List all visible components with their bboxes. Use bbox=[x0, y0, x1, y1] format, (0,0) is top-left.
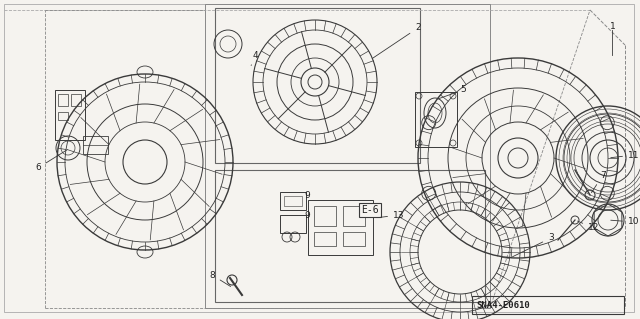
Text: 9: 9 bbox=[304, 190, 310, 199]
Text: 11: 11 bbox=[611, 151, 639, 160]
Text: 1: 1 bbox=[610, 22, 616, 31]
Bar bbox=[55, 90, 85, 140]
Bar bbox=[58, 112, 68, 120]
Text: 12: 12 bbox=[577, 221, 600, 233]
Text: 2: 2 bbox=[372, 24, 420, 58]
Text: 9: 9 bbox=[304, 211, 310, 219]
Text: SNA4-E0610: SNA4-E0610 bbox=[476, 300, 530, 309]
Text: 4: 4 bbox=[251, 50, 259, 65]
Bar bbox=[205, 4, 490, 308]
Bar bbox=[58, 94, 68, 106]
Bar bbox=[83, 136, 108, 154]
Bar bbox=[415, 92, 457, 147]
Text: 6: 6 bbox=[35, 150, 68, 173]
Bar bbox=[215, 8, 420, 163]
Bar bbox=[284, 196, 302, 206]
Text: 8: 8 bbox=[209, 271, 230, 286]
Text: 13: 13 bbox=[378, 211, 404, 219]
Bar bbox=[215, 170, 485, 302]
Text: 3: 3 bbox=[513, 234, 554, 257]
Text: E-6: E-6 bbox=[361, 205, 379, 215]
Bar bbox=[280, 215, 306, 233]
Text: 7: 7 bbox=[591, 170, 605, 193]
Bar bbox=[472, 296, 624, 314]
Text: 5: 5 bbox=[438, 85, 466, 99]
Bar bbox=[308, 200, 373, 255]
Bar bbox=[71, 94, 81, 106]
Bar bbox=[343, 232, 365, 246]
Bar bbox=[314, 232, 336, 246]
Bar bbox=[314, 206, 336, 226]
Bar bbox=[280, 192, 306, 210]
Text: 10: 10 bbox=[611, 218, 639, 226]
Bar bbox=[343, 206, 365, 226]
